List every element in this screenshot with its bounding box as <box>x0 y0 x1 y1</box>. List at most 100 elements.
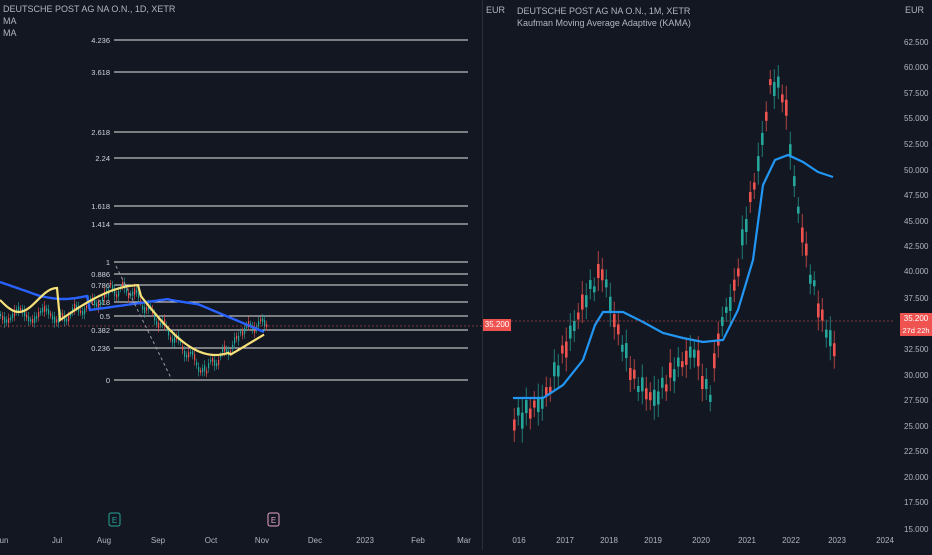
daily-candle <box>118 291 120 297</box>
monthly-chart-pane[interactable]: 016 2017 2018 2019 2020 2021 2022 2023 2024 62.5… <box>483 0 932 550</box>
daily-candle <box>86 305 88 309</box>
daily-candle <box>216 363 218 367</box>
daily-candle <box>164 319 166 326</box>
daily-candle <box>192 351 194 356</box>
daily-candle <box>52 315 54 320</box>
daily-candle <box>116 294 118 298</box>
daily-candle <box>158 322 160 328</box>
daily-candle <box>258 321 260 327</box>
monthly-candle <box>721 316 724 326</box>
daily-candle <box>204 365 206 372</box>
daily-candle <box>102 297 104 302</box>
price-tick: 20.000 <box>904 473 929 482</box>
price-tick: 52.500 <box>904 140 929 149</box>
kama-line <box>513 153 834 400</box>
daily-candle <box>114 289 116 296</box>
fibonacci-retracement[interactable]: 4.236 3.618 2.618 2.24 1.618 1.414 1 0.886 0.786… <box>91 36 468 385</box>
daily-candle <box>68 316 70 322</box>
monthly-candle <box>697 350 700 367</box>
monthly-candle <box>741 229 744 246</box>
fib-level-label: 0.886 <box>91 270 110 279</box>
daily-candle <box>202 368 204 373</box>
monthly-candle <box>673 369 676 382</box>
time-tick: Aug <box>97 536 111 545</box>
monthly-candle <box>701 376 704 390</box>
daily-candle <box>234 337 236 344</box>
daily-candle <box>212 358 214 363</box>
monthly-candle <box>629 367 632 380</box>
daily-candle <box>264 320 266 327</box>
daily-candle <box>136 290 138 294</box>
daily-candle <box>226 349 228 353</box>
daily-candle <box>110 283 112 286</box>
last-price-badge: 35.200 <box>483 319 511 331</box>
daily-chart-pane[interactable]: 4.236 3.618 2.618 2.24 1.618 1.414 1 0.886 0.786… <box>0 0 512 550</box>
daily-candle <box>244 327 246 334</box>
monthly-candle <box>733 279 736 291</box>
daily-candle <box>156 321 158 325</box>
monthly-candle <box>645 388 648 400</box>
monthly-candle <box>749 192 752 203</box>
monthly-candle <box>777 76 780 88</box>
daily-candle <box>206 370 208 374</box>
daily-candle <box>14 309 16 316</box>
monthly-candle <box>565 341 568 358</box>
price-tick: 47.500 <box>904 191 929 200</box>
monthly-candle <box>605 279 608 288</box>
time-tick: 2023 <box>828 536 846 545</box>
last-price-badge: 35.200 <box>900 313 932 325</box>
daily-candle <box>94 299 96 306</box>
daily-candle <box>182 346 184 351</box>
monthly-chart-canvas[interactable]: 016 2017 2018 2019 2020 2021 2022 2023 2024 62.5… <box>483 0 932 550</box>
daily-candle <box>246 324 248 328</box>
daily-candle <box>100 302 102 305</box>
chart-title[interactable]: DEUTSCHE POST AG NA O.N., 1M, XETR <box>517 6 691 16</box>
monthly-candle <box>653 389 656 406</box>
monthly-candle <box>581 294 584 310</box>
earnings-event-marker[interactable]: E <box>267 512 280 527</box>
monthly-candle <box>761 132 764 145</box>
monthly-candle <box>601 269 604 281</box>
daily-candle <box>10 317 12 320</box>
monthly-candle <box>709 394 712 402</box>
monthly-candle <box>569 325 572 339</box>
daily-candle <box>74 303 76 310</box>
daily-candle <box>50 313 52 316</box>
daily-candle <box>168 330 170 336</box>
svg-text:E: E <box>112 516 117 525</box>
monthly-candle <box>557 365 560 377</box>
pane-divider[interactable] <box>482 0 483 550</box>
time-tick: 2022 <box>782 536 800 545</box>
monthly-candle <box>521 412 524 429</box>
price-tick: 55.000 <box>904 114 929 123</box>
price-tick: 30.000 <box>904 371 929 380</box>
indicator-label-kama[interactable]: Kaufman Moving Average Adaptive (KAMA) <box>517 18 691 28</box>
daily-candle <box>184 350 186 357</box>
daily-candle <box>180 340 182 343</box>
monthly-candle <box>769 79 772 86</box>
daily-candle <box>132 291 134 296</box>
chart-title[interactable]: DEUTSCHE POST AG NA O.N., 1D, XETR <box>3 4 176 14</box>
indicator-label-ma[interactable]: MA <box>3 16 17 26</box>
time-tick: Feb <box>411 536 425 545</box>
fib-level-label: 0 <box>106 376 110 385</box>
monthly-candle <box>737 268 740 277</box>
earnings-event-marker[interactable]: E <box>108 512 121 527</box>
daily-candle <box>30 319 32 322</box>
daily-candle <box>240 331 242 334</box>
daily-chart-canvas[interactable]: 4.236 3.618 2.618 2.24 1.618 1.414 1 0.886 0.786… <box>0 0 512 550</box>
daily-candle <box>172 338 174 343</box>
monthly-candle <box>549 386 552 393</box>
daily-candle <box>160 323 162 326</box>
monthly-chart-legend: DEUTSCHE POST AG NA O.N., 1M, XETR Kaufm… <box>517 5 691 29</box>
indicator-label-ma[interactable]: MA <box>3 28 17 38</box>
monthly-candle <box>809 274 812 284</box>
monthly-candle <box>689 346 692 358</box>
daily-candle <box>6 319 8 323</box>
daily-candle <box>34 316 36 323</box>
daily-candle <box>18 306 20 312</box>
daily-candle <box>188 352 190 358</box>
daily-candle <box>60 312 62 315</box>
monthly-candle <box>513 419 516 431</box>
time-tick: Jul <box>52 536 62 545</box>
